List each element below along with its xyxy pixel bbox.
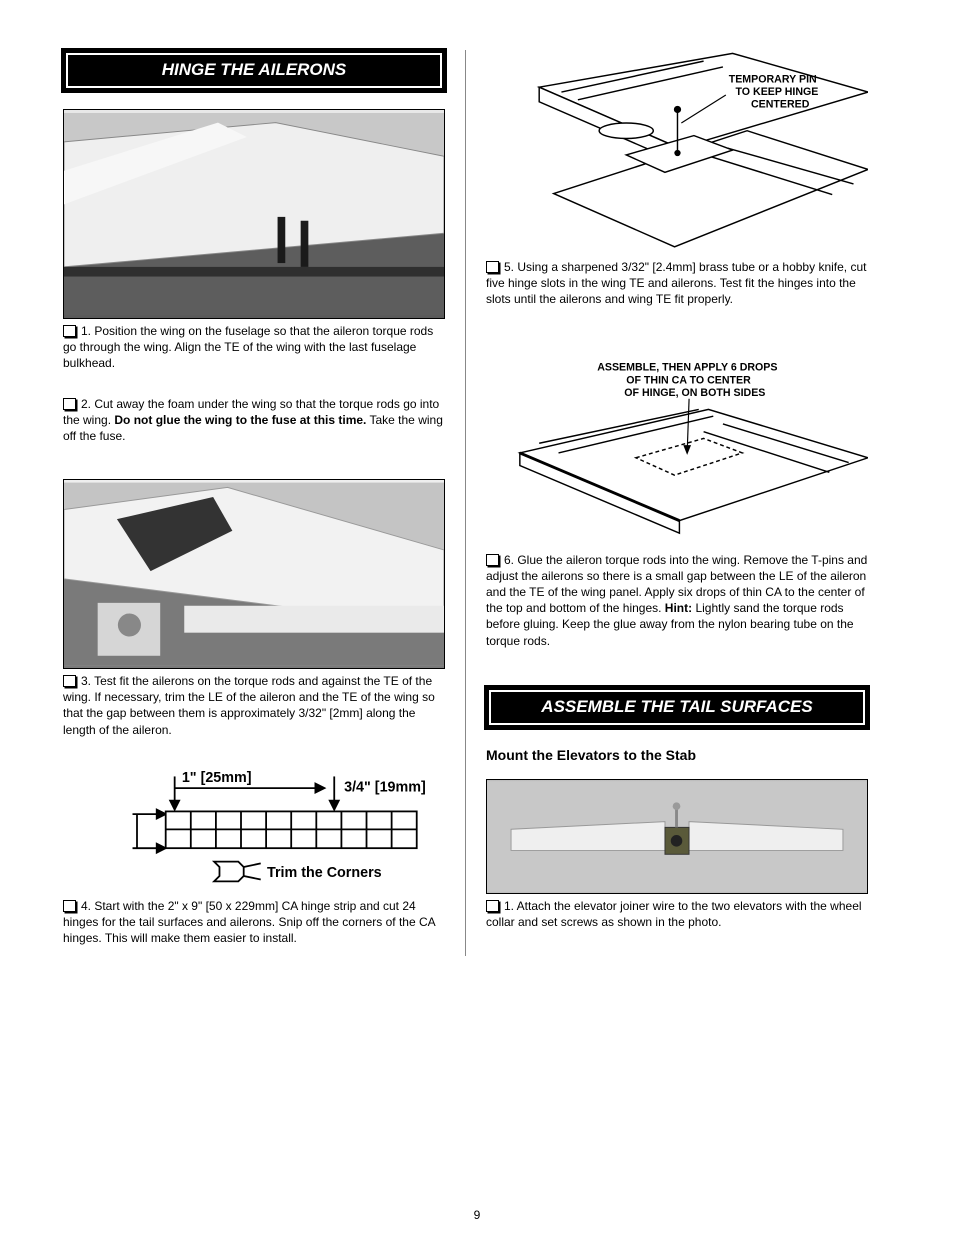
step2-warning: Do not glue the wing to the fuse at this… <box>114 413 366 427</box>
hinge-height-label: 3/4" [19mm] <box>344 780 426 796</box>
step3-text: 3. Test fit the ailerons on the torque r… <box>63 673 445 738</box>
checkbox-step3 <box>63 675 76 687</box>
diagram-apply-ca: ASSEMBLE, THEN APPLY 6 DROPS OF THIN CA … <box>486 353 868 548</box>
checkbox-tail-step1 <box>486 900 499 912</box>
diag-top-label3: CENTERED <box>751 99 810 111</box>
step3-body: 3. Test fit the ailerons on the torque r… <box>63 674 435 737</box>
checkbox-step2 <box>63 398 76 410</box>
step1-text: 1. Position the wing on the fuselage so … <box>63 323 445 372</box>
diagram-hinge-strip: 1" [25mm] 3/4" [19mm] Trim the Corners <box>63 763 445 893</box>
step1-body: 1. Position the wing on the fuselage so … <box>63 324 433 370</box>
step6-text: 6. Glue the aileron torque rods into the… <box>486 552 868 649</box>
step2-text: 2. Cut away the foam under the wing so t… <box>63 396 445 445</box>
checkbox-step6 <box>486 554 499 566</box>
diag-mid-label1: ASSEMBLE, THEN APPLY 6 DROPS <box>597 361 777 373</box>
checkbox-step1 <box>63 325 76 337</box>
diag-mid-label2: OF THIN CA TO CENTER <box>626 374 751 386</box>
step4-text: 4. Start with the 2" x 9" [50 x 229mm] C… <box>63 898 445 947</box>
diag-top-label2: TO KEEP HINGE <box>736 86 819 98</box>
step5-text: 5. Using a sharpened 3/32" [2.4mm] brass… <box>486 259 868 308</box>
page-number: 9 <box>474 1207 481 1223</box>
diagram-temporary-pin: TEMPORARY PIN TO KEEP HINGE CENTERED <box>486 50 868 255</box>
diag-top-label1: TEMPORARY PIN <box>729 73 817 85</box>
hinge-trim-label: Trim the Corners <box>267 865 382 881</box>
photo-step3 <box>63 479 445 669</box>
step6-hint-label: Hint: <box>665 601 692 615</box>
step-tail-1-body: 1. Attach the elevator joiner wire to th… <box>486 899 862 929</box>
column-divider <box>465 50 466 956</box>
photo-elevator-joiner <box>486 779 868 894</box>
section-header-tail: ASSEMBLE THE TAIL SURFACES <box>486 687 868 728</box>
step4-body: 4. Start with the 2" x 9" [50 x 229mm] C… <box>63 899 435 945</box>
photo-step1 <box>63 109 445 319</box>
step-tail-1-text: 1. Attach the elevator joiner wire to th… <box>486 898 868 930</box>
diag-mid-label3: OF HINGE, ON BOTH SIDES <box>624 386 765 398</box>
step5-body: 5. Using a sharpened 3/32" [2.4mm] brass… <box>486 260 866 306</box>
subhead-elevators: Mount the Elevators to the Stab <box>486 746 868 765</box>
hinge-width-label: 1" [25mm] <box>182 770 252 786</box>
checkbox-step5 <box>486 261 499 273</box>
checkbox-step4 <box>63 900 76 912</box>
section-header-ailerons: HINGE THE AILERONS <box>63 50 445 91</box>
